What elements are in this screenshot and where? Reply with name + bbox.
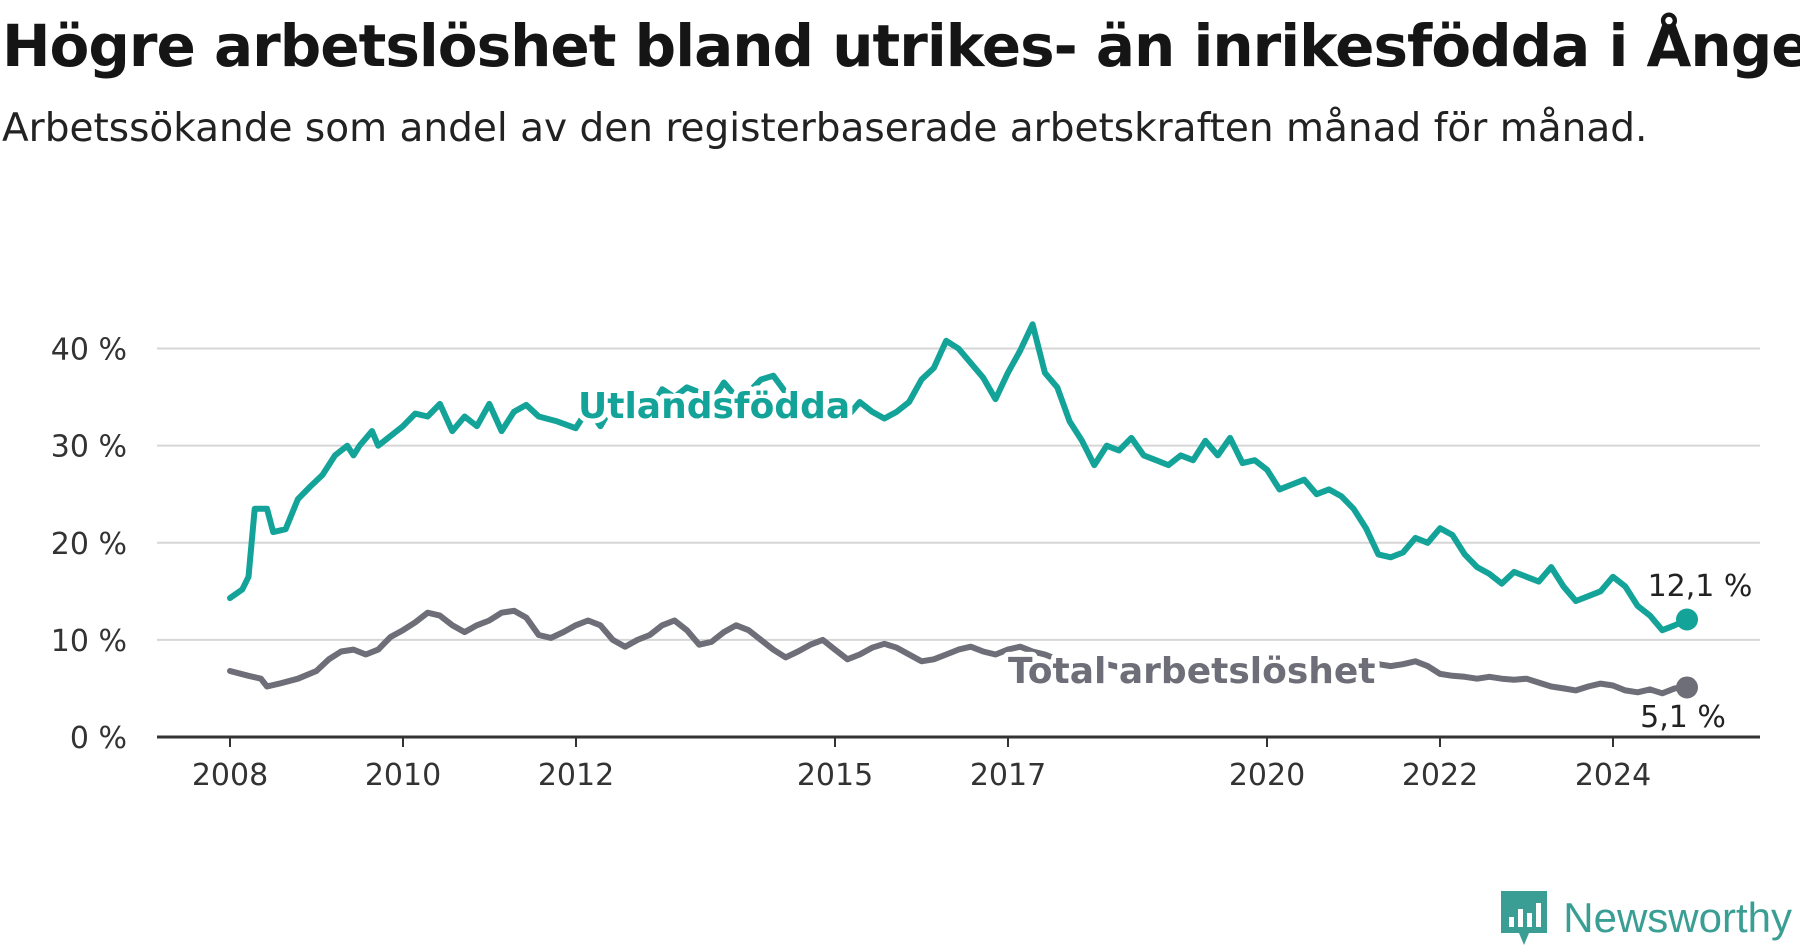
series-label-total-halo: Total arbetslöshet	[1008, 651, 1376, 692]
series-line-utlandsfodda	[227, 321, 1690, 634]
x-tick-label: 2017	[970, 758, 1046, 793]
end-label-total-text: 5,1 %	[1640, 700, 1726, 735]
y-tick-label: 0 %	[70, 721, 127, 756]
y-tick-label: 30 %	[51, 430, 127, 465]
series-lines	[227, 321, 1698, 699]
x-tick-label: 2020	[1229, 758, 1305, 793]
newsworthy-icon	[1501, 891, 1548, 945]
x-axis: 2008 2010 2012 2015 2017 2020 2022 2024	[157, 735, 1760, 793]
series-line-total	[227, 607, 1690, 697]
end-label-utlandsfodda-halo: 12,1 %	[1648, 569, 1753, 604]
series-label-total-text: Total arbetslöshet	[1008, 651, 1376, 692]
y-tick-label: 20 %	[51, 527, 127, 562]
x-tick-label: 2015	[797, 758, 873, 793]
end-label-total-halo: 5,1 %	[1640, 700, 1726, 735]
series-end-marker	[1676, 608, 1698, 631]
x-tick-label: 2008	[192, 758, 268, 793]
chart-title: Högre arbetslöshet bland utrikes- än inr…	[2, 12, 1800, 80]
end-label-total: 5,1 %5,1 %	[1636, 696, 1730, 739]
end-label-utlandsfodda-text: 12,1 %	[1648, 569, 1753, 604]
grid-lines	[157, 347, 1760, 641]
series-end-marker	[1676, 676, 1698, 699]
brand-logo: Newsworthy	[1499, 888, 1792, 948]
x-tick-label: 2024	[1575, 758, 1651, 793]
brand-name: Newsworthy	[1563, 894, 1792, 941]
y-tick-label: 10 %	[51, 624, 127, 659]
x-tick-label: 2012	[538, 758, 614, 793]
series-label-utlandsfodda-text: Utlandsfödda	[578, 386, 850, 427]
x-tick-label: 2010	[365, 758, 441, 793]
series-label-utlandsfodda-halo: Utlandsfödda	[578, 386, 850, 427]
y-tick-label: 40 %	[51, 333, 127, 368]
end-label-utlandsfodda: 12,1 %12,1 %	[1644, 565, 1757, 608]
x-tick-label: 2022	[1402, 758, 1478, 793]
y-axis-ticks: 0 % 10 % 20 % 30 % 40 %	[51, 333, 127, 756]
chart-subtitle: Arbetssökande som andel av den registerb…	[2, 106, 1648, 151]
